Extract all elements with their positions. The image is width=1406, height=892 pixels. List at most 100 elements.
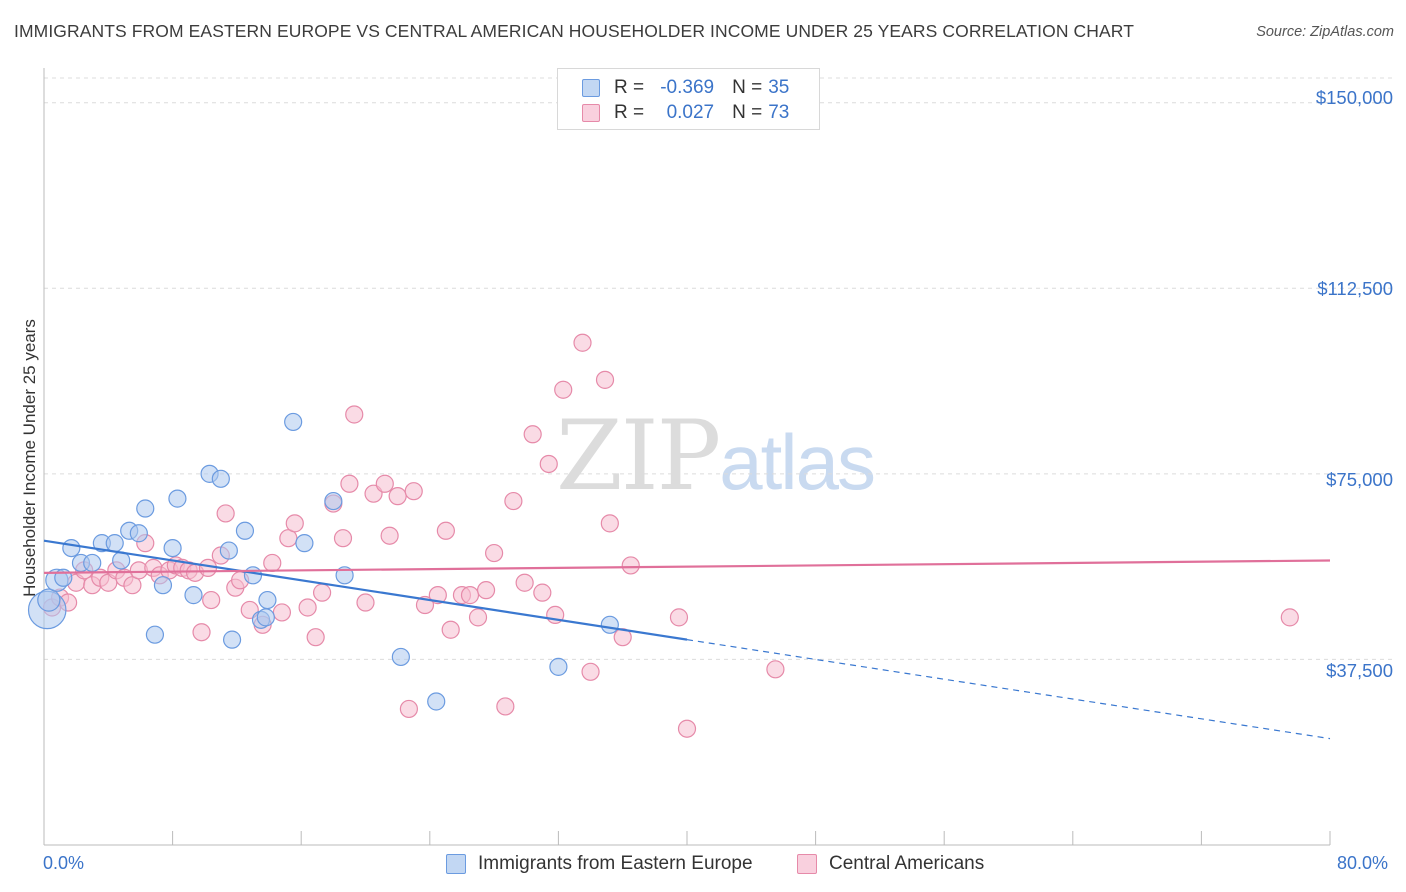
eastern-europe-point bbox=[295, 534, 314, 553]
eastern-europe-point bbox=[284, 412, 303, 432]
central-american-point bbox=[766, 660, 785, 679]
central-american-point bbox=[468, 608, 488, 627]
central-american-point bbox=[333, 529, 353, 548]
central-american-point bbox=[404, 482, 423, 501]
eastern-europe-trendline-extension bbox=[686, 639, 1331, 740]
central-american-point bbox=[345, 405, 364, 424]
x-tick-label-min: 0.0% bbox=[43, 853, 85, 873]
central-american-point bbox=[515, 573, 534, 592]
bottom-legend-blue: Immigrants from Eastern Europe bbox=[446, 852, 753, 876]
legend-row-pink: R = 0.027 N = 73 bbox=[582, 102, 789, 124]
legend-n-value: 73 bbox=[768, 102, 790, 123]
central-american-point bbox=[600, 514, 619, 533]
eastern-europe-point bbox=[62, 538, 81, 558]
central-american-point bbox=[428, 586, 447, 605]
central-american-point bbox=[595, 370, 615, 389]
central-american-point bbox=[533, 583, 552, 602]
bottom-legend-label-pink: Central Americans bbox=[829, 853, 985, 874]
legend-r-value: 0.027 bbox=[666, 102, 715, 123]
eastern-europe-point bbox=[427, 692, 446, 711]
central-american-point bbox=[436, 521, 455, 540]
central-american-point bbox=[485, 543, 504, 563]
central-american-point bbox=[621, 556, 640, 575]
central-american-point bbox=[285, 514, 304, 533]
bottom-legend-pink: Central Americans bbox=[797, 852, 984, 876]
central-american-point bbox=[202, 590, 221, 610]
eastern-europe-point bbox=[243, 566, 263, 585]
legend-row-blue: R = -0.369 N = 35 bbox=[582, 77, 789, 99]
central-american-point bbox=[554, 380, 573, 399]
bottom-legend-swatch-pink bbox=[797, 854, 817, 874]
central-american-point bbox=[356, 593, 375, 612]
eastern-europe-point bbox=[184, 586, 203, 605]
eastern-europe-point bbox=[37, 588, 61, 612]
eastern-europe-point bbox=[219, 541, 238, 560]
central-american-point bbox=[523, 425, 542, 444]
central-american-point bbox=[573, 333, 592, 352]
eastern-europe-point bbox=[235, 521, 255, 540]
central-american-point bbox=[496, 697, 515, 716]
source-label: Source: ZipAtlas.com bbox=[1256, 24, 1394, 40]
correlation-legend: R = -0.369 N = 35 R = 0.027 N = 73 bbox=[557, 68, 820, 130]
central-american-point bbox=[375, 474, 394, 493]
bottom-legend-label-blue: Immigrants from Eastern Europe bbox=[478, 853, 753, 874]
eastern-europe-point bbox=[129, 524, 148, 543]
eastern-europe-point bbox=[324, 491, 343, 511]
central-american-point bbox=[192, 623, 211, 642]
central-american-point bbox=[539, 454, 558, 474]
eastern-europe-point bbox=[256, 608, 275, 627]
central-american-point bbox=[1280, 608, 1299, 627]
central-american-point bbox=[476, 581, 496, 600]
central-american-point bbox=[216, 504, 235, 523]
eastern-europe-point bbox=[145, 625, 165, 644]
central-american-point bbox=[312, 583, 332, 602]
bottom-legend-swatch-blue bbox=[446, 854, 466, 874]
eastern-europe-point bbox=[168, 489, 187, 508]
central-american-point bbox=[581, 662, 600, 681]
legend-r-value: -0.369 bbox=[660, 77, 715, 98]
eastern-europe-trendline bbox=[43, 539, 688, 641]
eastern-europe-point bbox=[163, 538, 182, 558]
legend-r-label: R = bbox=[614, 77, 645, 98]
legend-n-label: N = bbox=[732, 77, 763, 98]
watermark-zip: ZIP bbox=[556, 400, 721, 512]
eastern-europe-point bbox=[136, 499, 155, 518]
legend-n-label: N = bbox=[732, 102, 763, 123]
central-american-point bbox=[399, 699, 419, 719]
central-american-point bbox=[441, 620, 460, 639]
central-american-point bbox=[504, 491, 523, 511]
central-american-point bbox=[677, 719, 697, 738]
legend-swatch-pink bbox=[582, 104, 600, 122]
watermark-atlas: atlas bbox=[719, 418, 876, 506]
x-tick-label-max: 80.0% bbox=[1337, 853, 1389, 873]
eastern-europe-point bbox=[83, 553, 102, 573]
central-american-point bbox=[298, 598, 317, 617]
y-tick-label: $112,500 bbox=[1317, 278, 1393, 299]
legend-swatch-blue bbox=[582, 79, 600, 97]
legend-n-value: 35 bbox=[768, 77, 790, 98]
central-american-point bbox=[340, 474, 359, 493]
central-american-point bbox=[263, 553, 282, 573]
eastern-europe-point bbox=[600, 615, 619, 634]
y-tick-label: $75,000 bbox=[1326, 469, 1393, 490]
y-tick-label: $150,000 bbox=[1315, 87, 1393, 108]
central-american-point bbox=[380, 526, 399, 545]
chart-title: IMMIGRANTS FROM EASTERN EUROPE VS CENTRA… bbox=[14, 21, 1134, 41]
central-american-point bbox=[388, 487, 407, 506]
y-tick-label: $37,500 bbox=[1326, 660, 1393, 681]
central-american-point bbox=[272, 603, 292, 622]
eastern-europe-point bbox=[211, 469, 230, 488]
eastern-europe-point bbox=[391, 647, 410, 667]
eastern-europe-point bbox=[105, 534, 124, 553]
central-american-point bbox=[306, 628, 325, 647]
eastern-europe-point bbox=[549, 657, 568, 676]
legend-r-label: R = bbox=[614, 102, 645, 123]
central-american-trendline bbox=[43, 559, 1331, 574]
eastern-europe-point bbox=[258, 590, 277, 610]
eastern-europe-point bbox=[222, 630, 242, 649]
eastern-europe-point bbox=[153, 576, 173, 595]
watermark: ZIPatlas bbox=[556, 400, 876, 512]
central-american-point bbox=[460, 586, 480, 605]
central-american-point bbox=[669, 608, 689, 627]
